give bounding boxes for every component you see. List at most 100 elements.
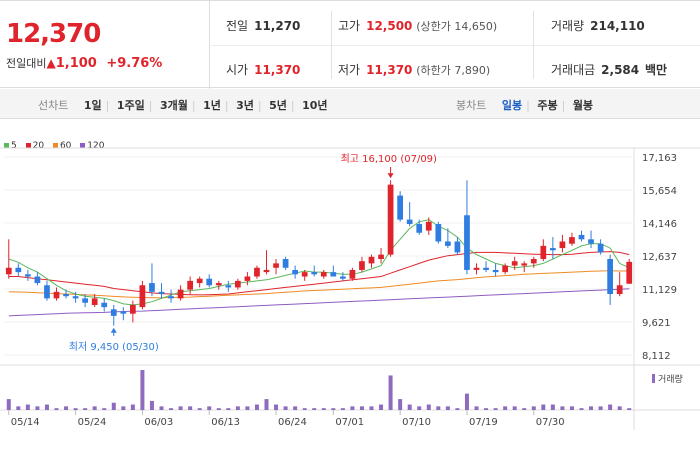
- candle-body: [263, 269, 270, 273]
- low-label: 저가: [338, 63, 361, 77]
- chart-toolbar: 선차트 1일 | 1주일 | 3개월 | 1년 | 3년 | 5년 | 10년 봉차트 일봉…: [0, 89, 700, 119]
- tab-range-1w[interactable]: 1주일: [116, 99, 145, 112]
- candle-body: [110, 309, 117, 316]
- low-value: 11,370: [366, 63, 413, 77]
- candle-body: [301, 272, 308, 277]
- legend-ma60: 60: [52, 141, 71, 151]
- candle-body: [235, 280, 241, 288]
- candle-chart-label[interactable]: 봉차트: [456, 99, 487, 112]
- tab-period-monthly[interactable]: 월봉: [572, 99, 594, 112]
- volume-bar: [169, 408, 174, 410]
- tab-period-daily[interactable]: 일봉: [501, 99, 523, 112]
- x-tick-label: 05/24: [78, 417, 107, 428]
- volume-bar: [627, 408, 632, 410]
- candle-body: [578, 234, 585, 240]
- volume-bar: [321, 408, 326, 410]
- up-triangle-icon: ▲: [46, 56, 56, 70]
- tab-range-5y[interactable]: 5년: [269, 99, 287, 112]
- volume-bar: [245, 406, 250, 410]
- candle-body: [626, 261, 633, 284]
- ma60-line: [8, 270, 630, 299]
- volume-bar: [617, 406, 622, 410]
- summary-panel: 12,370 전일대비▲1,100 +9.76% 전일 11,270 고가 12,5…: [0, 0, 700, 89]
- volume-bar: [16, 406, 21, 410]
- x-tick-label: 07/19: [469, 417, 498, 428]
- tab-range-10y[interactable]: 10년: [302, 99, 328, 112]
- candle-body: [387, 184, 394, 255]
- volume-bar: [484, 408, 489, 410]
- volume-bar: [522, 408, 527, 410]
- tab-range-3y[interactable]: 3년: [236, 99, 254, 112]
- candle-body: [416, 224, 423, 233]
- candle-body: [91, 298, 98, 305]
- ma5-line: [8, 219, 630, 306]
- volume-cell: 거래량 214,110: [551, 17, 645, 34]
- amount-unit: 백만: [644, 63, 668, 77]
- volume-bar: [302, 408, 307, 410]
- tab-period-weekly[interactable]: 주봉: [537, 99, 558, 112]
- volume-bar: [464, 393, 469, 410]
- volume-bar: [550, 404, 555, 410]
- candle-body: [616, 285, 623, 295]
- y-tick-label: 12,637: [642, 252, 677, 263]
- min-price-annotation: 최저 9,450 (05/30): [69, 341, 159, 353]
- volume-bar: [312, 408, 317, 410]
- candle-body: [168, 296, 174, 299]
- period-tabs: 봉차트 일봉 | 주봉 | 월봉: [452, 97, 597, 113]
- open-label: 시가: [226, 63, 249, 77]
- volume-legend-swatch: [652, 374, 655, 383]
- x-tick-label: 06/13: [211, 417, 240, 428]
- tab-range-1y[interactable]: 1년: [203, 99, 221, 112]
- candle-body: [225, 285, 232, 288]
- candle-body: [550, 248, 556, 251]
- volume-bar: [560, 406, 565, 410]
- candle-body: [425, 221, 432, 231]
- candle-body: [72, 296, 79, 299]
- candle-body: [521, 263, 528, 266]
- volume-bar: [350, 406, 355, 410]
- volume-bar: [6, 399, 11, 410]
- candle-body: [559, 241, 566, 249]
- volume-bar: [512, 406, 517, 410]
- change-percent: +9.76%: [106, 56, 163, 71]
- x-tick-label: 06/03: [144, 417, 173, 428]
- candle-body: [254, 267, 260, 277]
- prev-close-label: 전일: [226, 19, 249, 33]
- volume-bar: [111, 402, 116, 410]
- volume-bar: [140, 370, 145, 410]
- y-tick-label: 11,129: [642, 285, 677, 296]
- tab-range-3m[interactable]: 3개월: [160, 99, 188, 112]
- min-arrow-head: [110, 327, 117, 333]
- x-tick-label: 07/01: [335, 417, 364, 428]
- candle-body: [340, 276, 346, 279]
- candle-body: [492, 269, 499, 273]
- volume-bar: [283, 406, 288, 410]
- volume-bar: [340, 408, 345, 410]
- upper-limit: (상한가 14,650): [416, 20, 498, 33]
- stats-column-divider: [331, 11, 332, 79]
- volume-bar: [608, 404, 613, 410]
- volume-bar: [493, 408, 498, 410]
- line-chart-label[interactable]: 선차트: [38, 99, 69, 112]
- candle-body: [607, 259, 613, 295]
- candle-body: [445, 241, 451, 246]
- tab-range-1d[interactable]: 1일: [83, 99, 102, 112]
- prev-close-cell: 전일 11,270: [226, 17, 300, 34]
- volume-bar: [216, 408, 221, 410]
- candle-body: [330, 272, 337, 277]
- candle-body: [406, 219, 413, 225]
- y-tick-label: 17,163: [642, 153, 677, 164]
- stats-column-divider: [533, 11, 534, 79]
- volume-bar: [188, 406, 193, 410]
- candle-body: [569, 237, 575, 244]
- volume-bar: [541, 404, 546, 410]
- ma20-line: [8, 251, 630, 296]
- y-tick-label: 14,146: [642, 219, 677, 230]
- candle-body: [139, 285, 146, 308]
- volume-bar: [359, 406, 364, 410]
- volume-label: 거래량: [551, 19, 585, 33]
- candle-body: [244, 276, 251, 281]
- x-tick-label: 05/14: [11, 417, 40, 428]
- volume-bar: [398, 399, 403, 410]
- volume-value: 214,110: [590, 19, 645, 33]
